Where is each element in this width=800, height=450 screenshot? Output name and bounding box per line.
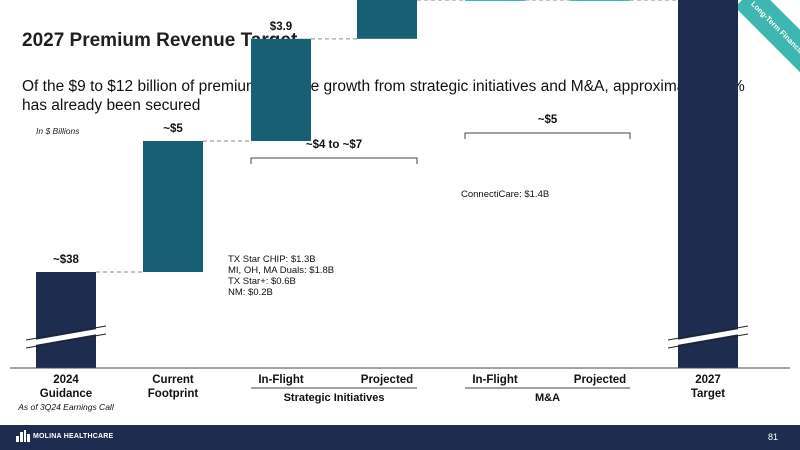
bar-6 [678,0,738,368]
axis-break-line [667,333,749,349]
footer-bar: MOLINA HEALTHCARE 81 [0,425,800,450]
group-label: Strategic Initiatives [284,392,385,404]
data-label: ~$5 [163,123,183,135]
bar-4 [465,0,525,1]
data-label: $3.9 [270,21,292,33]
logo-text: MOLINA HEALTHCARE [33,432,114,440]
x-tick-label: In-Flight [258,374,304,386]
x-tick-label: 2027 [695,374,721,386]
group-bracket [464,132,631,139]
group-label: M&A [535,392,560,404]
data-label: ~$38 [53,254,80,266]
axis-break-line [667,325,749,341]
x-tick-label: Current [152,374,194,386]
axis-break-line [25,325,107,341]
group-total-label: ~$5 [538,114,558,126]
annotation-text: MI, OH, MA Duals: $1.8B [228,265,334,276]
x-tick-label: Target [691,388,725,400]
company-logo: MOLINA HEALTHCARE [16,430,113,442]
x-tick-label: Footprint [148,388,199,400]
x-tick-label: In-Flight [472,374,518,386]
bar-0 [36,272,96,368]
x-tick-label: Projected [574,374,626,386]
x-tick-label: Guidance [40,388,92,400]
logo-icon [16,430,30,442]
waterfall-chart: ~$38~$5$3.9$0.6 to $3.3$1.4$3.6~$52 to ~… [10,0,790,412]
annotation-text: TX Star CHIP: $1.3B [228,254,316,265]
x-tick-label: Projected [361,374,413,386]
group-total-label: ~$4 to ~$7 [306,139,362,151]
bar-2 [251,38,311,141]
bar-3 [357,0,417,39]
bar-5 [570,0,630,1]
x-tick-note: As of 3Q24 Earnings Call [17,402,115,412]
axis-break-line [25,333,107,349]
units-label: In $ Billions [36,126,80,136]
bar-1 [143,141,203,272]
annotation-text: ConnectiCare: $1.4B [461,189,549,200]
subtitle: Of the $9 to $12 billion of premium reve… [22,78,745,114]
annotation-text: TX Star+: $0.6B [228,276,296,287]
axis-break-gap [667,327,749,347]
group-bracket [250,157,418,164]
page-number: 81 [767,432,778,442]
axis-break-gap [25,327,107,347]
page-title: 2027 Premium Revenue Target [22,30,298,51]
annotation-text: NM: $0.2B [228,287,273,298]
x-tick-label: 2024 [53,374,79,386]
